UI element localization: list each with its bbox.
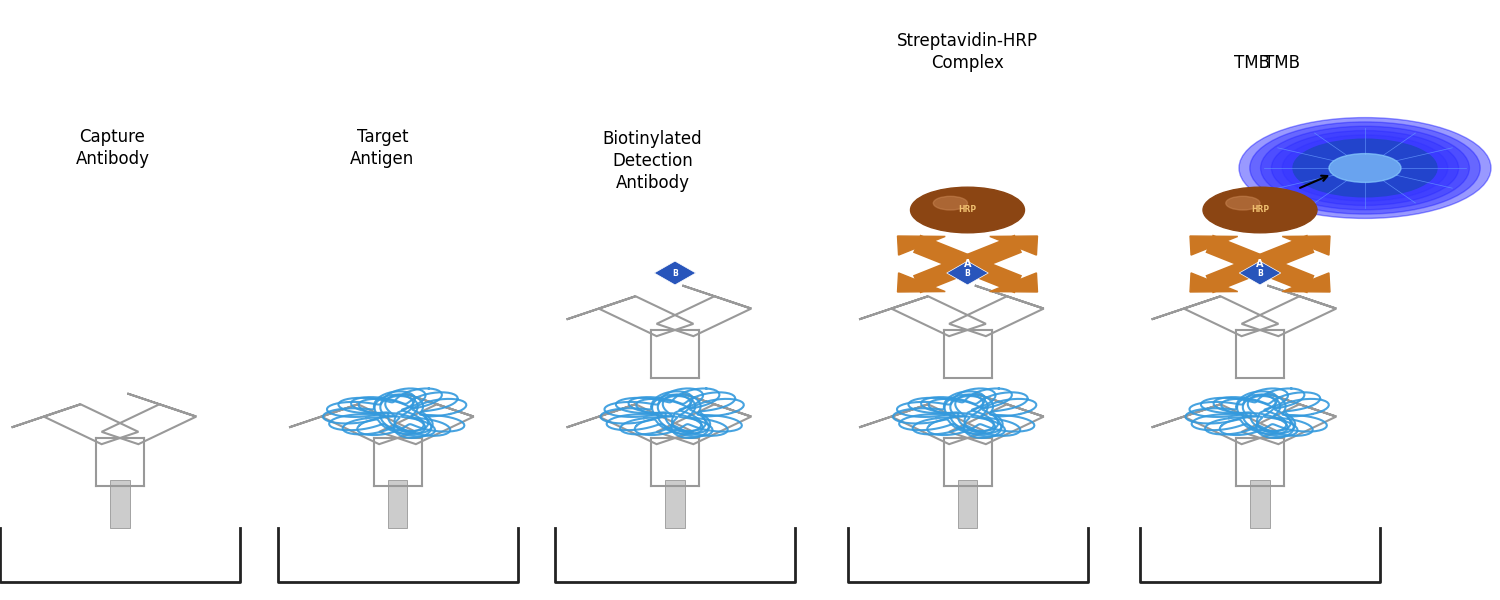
Polygon shape	[1282, 273, 1330, 292]
Text: HRP: HRP	[958, 205, 976, 214]
Polygon shape	[897, 273, 945, 292]
Polygon shape	[990, 273, 1038, 292]
Text: HRP: HRP	[1251, 205, 1269, 214]
Text: A: A	[1257, 259, 1263, 269]
Text: Biotinylated
Detection
Antibody: Biotinylated Detection Antibody	[603, 130, 702, 192]
Polygon shape	[1190, 273, 1237, 292]
Circle shape	[1239, 118, 1491, 218]
Text: B: B	[1257, 269, 1263, 277]
Text: B: B	[672, 269, 678, 277]
Polygon shape	[1239, 261, 1281, 285]
Circle shape	[1282, 135, 1448, 201]
Circle shape	[1226, 196, 1260, 210]
Text: Target
Antigen: Target Antigen	[351, 128, 414, 168]
FancyBboxPatch shape	[1251, 480, 1269, 528]
FancyBboxPatch shape	[387, 480, 408, 528]
Polygon shape	[946, 261, 988, 285]
Circle shape	[933, 196, 968, 210]
Polygon shape	[897, 236, 945, 255]
Text: A: A	[963, 259, 972, 269]
Polygon shape	[990, 236, 1038, 255]
Text: Streptavidin-HRP
Complex: Streptavidin-HRP Complex	[897, 32, 1038, 72]
FancyBboxPatch shape	[666, 480, 684, 528]
Text: TMB: TMB	[1264, 54, 1300, 72]
Circle shape	[1329, 154, 1401, 182]
Circle shape	[1272, 131, 1458, 205]
Text: Capture
Antibody: Capture Antibody	[75, 128, 150, 168]
Circle shape	[1250, 122, 1480, 214]
Circle shape	[1293, 139, 1437, 197]
Polygon shape	[1190, 236, 1237, 255]
Circle shape	[1260, 126, 1470, 210]
Text: TMB: TMB	[1234, 54, 1270, 72]
FancyBboxPatch shape	[958, 480, 978, 528]
Text: B: B	[964, 269, 970, 277]
Circle shape	[910, 187, 1024, 233]
Polygon shape	[654, 261, 696, 285]
Circle shape	[1203, 187, 1317, 233]
FancyBboxPatch shape	[111, 480, 129, 528]
Polygon shape	[1282, 236, 1330, 255]
